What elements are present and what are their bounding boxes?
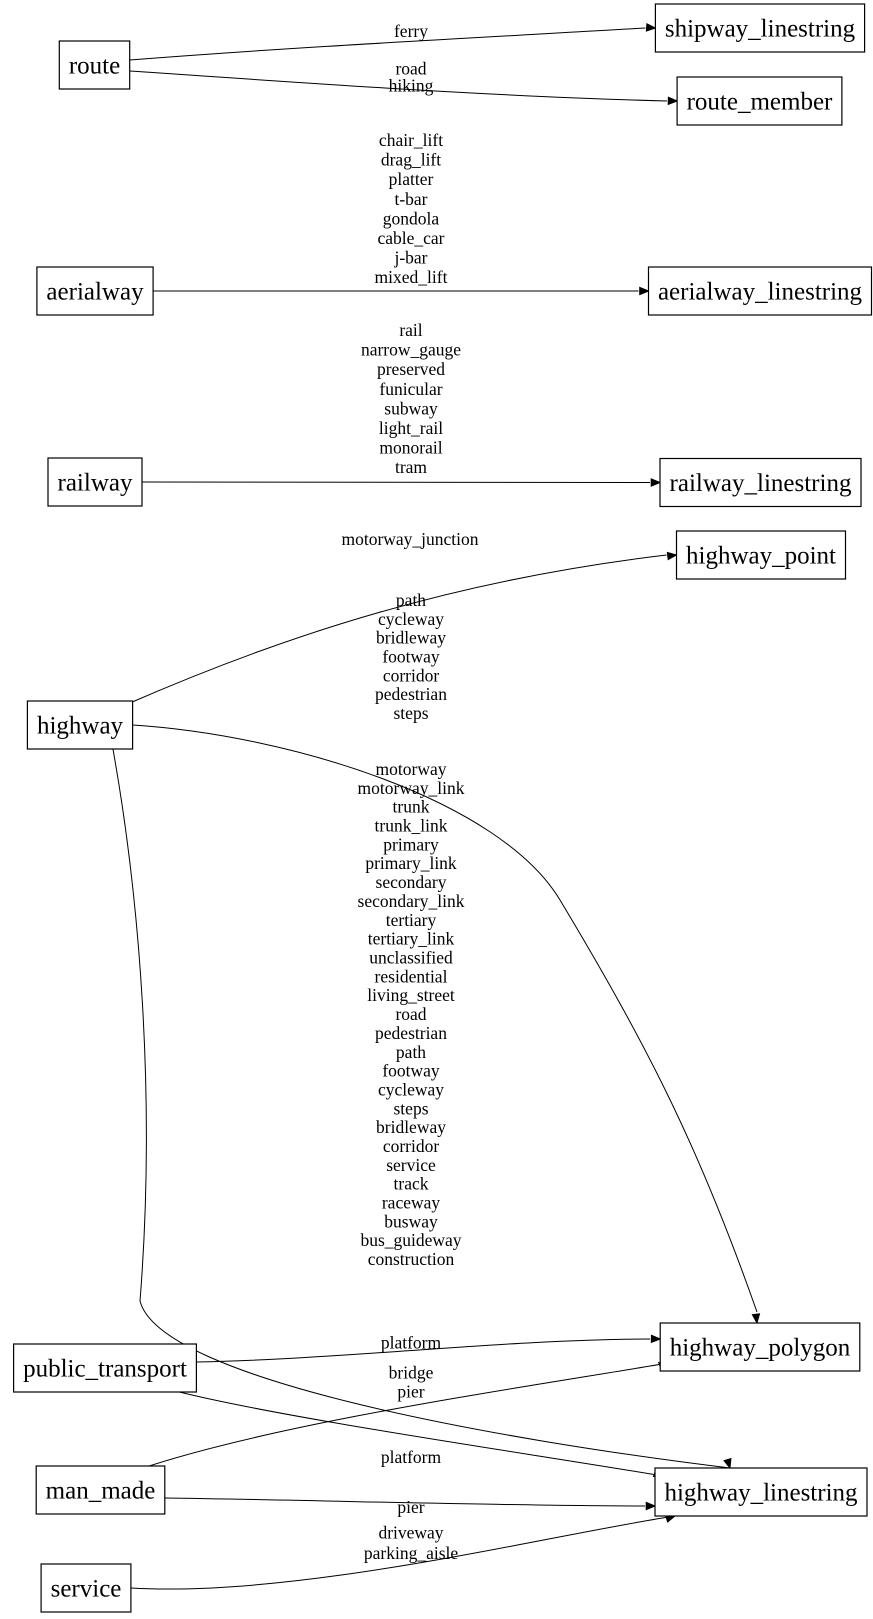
svg-text:pedestrian: pedestrian	[375, 1023, 447, 1043]
svg-text:steps: steps	[394, 703, 429, 723]
svg-text:path: path	[396, 590, 426, 610]
svg-text:shipway_linestring: shipway_linestring	[665, 16, 856, 43]
svg-text:footway: footway	[382, 647, 440, 667]
svg-text:motorway_link: motorway_link	[358, 778, 465, 798]
svg-text:aerialway: aerialway	[46, 279, 144, 306]
svg-text:construction: construction	[368, 1249, 455, 1269]
svg-text:pier: pier	[397, 1497, 424, 1517]
svg-text:monorail: monorail	[379, 438, 442, 458]
svg-text:j-bar: j-bar	[393, 248, 427, 268]
svg-text:primary_link: primary_link	[365, 853, 457, 873]
svg-text:motorway: motorway	[376, 759, 447, 779]
svg-text:rail: rail	[399, 320, 422, 340]
svg-text:platter: platter	[389, 169, 434, 189]
svg-text:t-bar: t-bar	[394, 189, 427, 209]
svg-text:motorway_junction: motorway_junction	[341, 529, 478, 549]
svg-text:railway: railway	[58, 470, 133, 497]
svg-text:pedestrian: pedestrian	[375, 684, 447, 704]
svg-text:railway_linestring: railway_linestring	[670, 470, 852, 497]
svg-text:platform: platform	[381, 1447, 442, 1467]
svg-text:gondola: gondola	[383, 208, 440, 228]
svg-text:bridleway: bridleway	[376, 1117, 446, 1137]
svg-text:trunk: trunk	[393, 797, 430, 817]
svg-text:highway: highway	[37, 713, 124, 740]
svg-text:subway: subway	[384, 398, 438, 418]
svg-text:bridge: bridge	[389, 1363, 434, 1383]
svg-text:residential: residential	[375, 966, 448, 986]
svg-text:cycleway: cycleway	[378, 609, 444, 629]
svg-text:ferry: ferry	[394, 21, 428, 41]
svg-text:drag_lift: drag_lift	[381, 150, 441, 170]
svg-text:man_made: man_made	[46, 1478, 156, 1505]
svg-text:steps: steps	[394, 1098, 429, 1118]
svg-text:trunk_link: trunk_link	[375, 816, 448, 836]
svg-text:cable_car: cable_car	[377, 228, 444, 248]
svg-text:bus_guideway: bus_guideway	[360, 1230, 461, 1250]
svg-text:path: path	[396, 1042, 426, 1062]
svg-text:secondary: secondary	[376, 872, 447, 892]
svg-text:mixed_lift: mixed_lift	[375, 267, 448, 287]
svg-text:pier: pier	[397, 1381, 424, 1401]
svg-text:tertiary_link: tertiary_link	[368, 929, 455, 949]
svg-text:unclassified: unclassified	[369, 948, 453, 968]
svg-text:living_street: living_street	[367, 985, 455, 1005]
svg-text:corridor: corridor	[383, 1136, 440, 1156]
svg-text:chair_lift: chair_lift	[379, 130, 443, 150]
svg-text:secondary_link: secondary_link	[358, 891, 465, 911]
svg-text:highway_polygon: highway_polygon	[670, 1335, 851, 1362]
svg-text:road: road	[395, 1004, 426, 1024]
svg-text:light_rail: light_rail	[379, 418, 443, 438]
svg-text:busway: busway	[384, 1211, 438, 1231]
svg-text:hiking: hiking	[389, 76, 434, 96]
svg-text:primary: primary	[383, 834, 439, 854]
svg-text:footway: footway	[382, 1061, 440, 1081]
svg-text:public_transport: public_transport	[23, 1356, 187, 1383]
svg-text:parking_aisle: parking_aisle	[364, 1543, 459, 1563]
svg-text:track: track	[394, 1174, 429, 1194]
svg-text:bridleway: bridleway	[376, 628, 446, 648]
svg-text:service: service	[386, 1155, 436, 1175]
svg-text:route: route	[69, 53, 120, 80]
svg-text:narrow_gauge: narrow_gauge	[361, 340, 461, 360]
svg-text:service: service	[51, 1576, 122, 1603]
svg-text:corridor: corridor	[383, 665, 440, 685]
svg-text:tertiary: tertiary	[386, 910, 437, 930]
svg-text:cycleway: cycleway	[378, 1080, 444, 1100]
svg-text:preserved: preserved	[377, 359, 445, 379]
svg-text:aerialway_linestring: aerialway_linestring	[658, 279, 863, 306]
svg-text:tram: tram	[395, 457, 427, 477]
svg-text:highway_point: highway_point	[686, 543, 836, 570]
svg-text:highway_linestring: highway_linestring	[664, 1480, 858, 1507]
svg-text:platform: platform	[381, 1333, 442, 1353]
svg-text:funicular: funicular	[379, 379, 442, 399]
svg-text:driveway: driveway	[378, 1523, 443, 1543]
svg-text:raceway: raceway	[382, 1193, 441, 1213]
svg-text:route_member: route_member	[687, 89, 833, 116]
